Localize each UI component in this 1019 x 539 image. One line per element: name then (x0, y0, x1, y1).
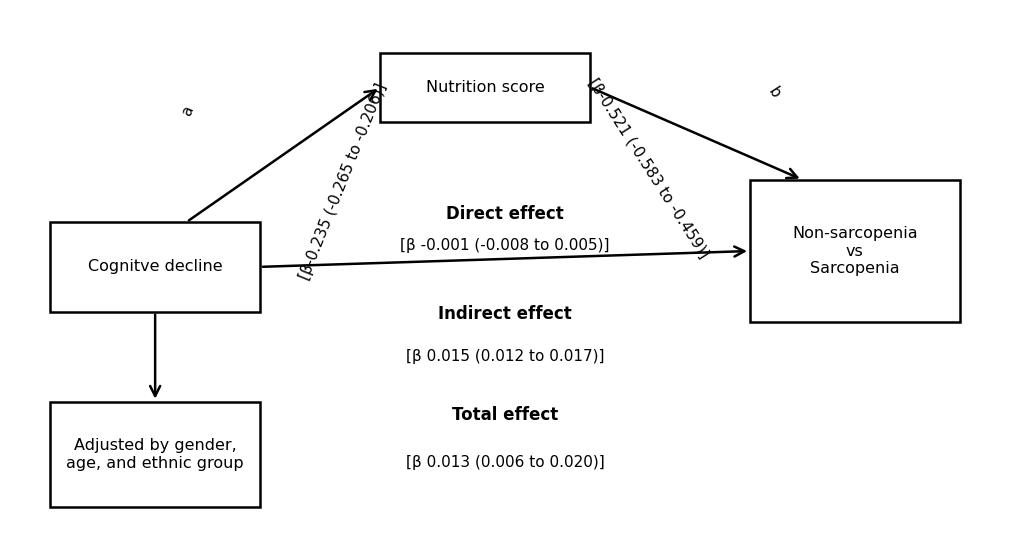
FancyBboxPatch shape (50, 402, 260, 507)
Text: Non-sarcopenia
vs
Sarcopenia: Non-sarcopenia vs Sarcopenia (792, 226, 917, 276)
Text: Nutrition score: Nutrition score (425, 80, 544, 95)
FancyBboxPatch shape (50, 222, 260, 312)
Text: Cognitve decline: Cognitve decline (88, 259, 222, 274)
Text: Adjusted by gender,
age, and ethnic group: Adjusted by gender, age, and ethnic grou… (66, 438, 244, 471)
Text: [β -0.001 (-0.008 to 0.005)]: [β -0.001 (-0.008 to 0.005)] (399, 238, 609, 253)
Text: b: b (764, 85, 783, 101)
Text: Indirect effect: Indirect effect (438, 306, 572, 323)
Text: [β-0.235 (-0.265 to -0.206)]: [β-0.235 (-0.265 to -0.206)] (297, 81, 389, 281)
Text: Total effect: Total effect (451, 406, 557, 424)
FancyBboxPatch shape (749, 179, 959, 322)
Text: a: a (178, 104, 196, 118)
Text: Direct effect: Direct effect (445, 205, 564, 223)
Text: [β 0.013 (0.006 to 0.020)]: [β 0.013 (0.006 to 0.020)] (406, 455, 604, 470)
Text: [β-0.521 (-0.583 to -0.459)]: [β-0.521 (-0.583 to -0.459)] (584, 76, 710, 261)
Text: [β 0.015 (0.012 to 0.017)]: [β 0.015 (0.012 to 0.017)] (406, 349, 603, 364)
FancyBboxPatch shape (380, 53, 589, 122)
